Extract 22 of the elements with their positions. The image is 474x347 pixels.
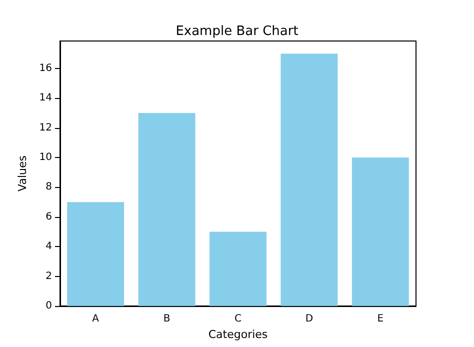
- bar: [352, 158, 409, 306]
- bar: [138, 113, 196, 306]
- y-tick-label: 4: [46, 241, 52, 252]
- bar: [210, 232, 266, 306]
- y-tick-label: 16: [39, 62, 52, 74]
- y-tick-label: 10: [39, 152, 52, 164]
- bar: [280, 54, 338, 306]
- y-axis-title: Values: [16, 155, 29, 192]
- x-axis-title: Categories: [208, 328, 268, 341]
- y-tick-label: 8: [46, 182, 52, 193]
- y-tick-label: 6: [46, 211, 52, 222]
- x-tick-label: D: [305, 314, 314, 324]
- y-tick-label: 2: [46, 270, 52, 282]
- x-tick-label: C: [234, 314, 242, 324]
- x-tick-label: E: [377, 314, 384, 324]
- x-tick-label: B: [163, 314, 170, 324]
- chart-title: Example Bar Chart: [176, 24, 298, 39]
- bar: [67, 202, 124, 306]
- y-tick-label: 0: [46, 300, 52, 312]
- y-tick-label: 12: [39, 122, 52, 134]
- x-tick-label: A: [92, 314, 100, 324]
- y-tick-label: 14: [39, 92, 52, 104]
